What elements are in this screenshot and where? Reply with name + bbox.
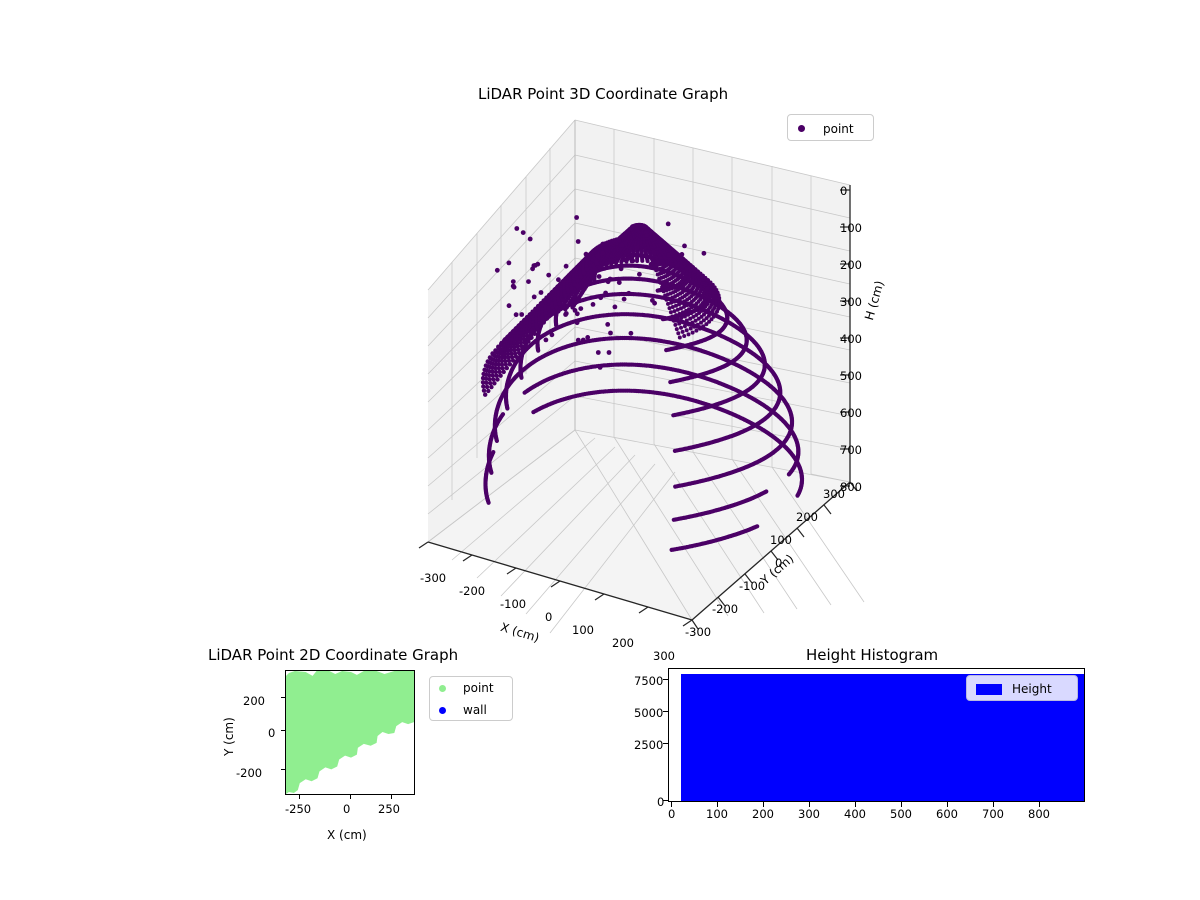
plot3d-ytick-100: 100 <box>770 533 792 547</box>
histogram-xtick-200: 200 <box>752 807 774 821</box>
legend-item-height: Height <box>967 676 1077 702</box>
histogram-xtickmark-800 <box>1039 802 1041 807</box>
plot2d-title: LiDAR Point 2D Coordinate Graph <box>208 646 459 664</box>
plot3d-ztick-200: 200 <box>840 258 862 272</box>
plot3d-xtick-200: 200 <box>612 636 634 650</box>
histogram-xtickmark-700 <box>993 802 995 807</box>
plot2d-xtick-0: 0 <box>343 802 351 816</box>
histogram-xtickmark-600 <box>947 802 949 807</box>
plot2d-ytickmark-200 <box>281 697 285 699</box>
histogram-ytickmark-2500 <box>663 743 668 745</box>
legend-item-point: point <box>430 677 512 699</box>
plot2d-xtickmark-m250 <box>299 795 301 799</box>
plot3d-axes[interactable] <box>380 110 900 634</box>
legend-item-point: point <box>788 115 873 142</box>
plot2d-point-cloud <box>286 671 414 794</box>
legend-label: point <box>823 121 854 136</box>
plot3d-canvas <box>418 119 865 634</box>
plot2d-xtickmark-0 <box>350 795 352 799</box>
height-patch-icon <box>976 683 1002 695</box>
histogram-xtick-800: 800 <box>1028 807 1050 821</box>
histogram-ytickmark-5000 <box>663 711 668 713</box>
plot3d-ztick-500: 500 <box>840 369 862 383</box>
plot3d-xtick-0: 0 <box>545 610 553 624</box>
histogram-xtickmark-500 <box>901 802 903 807</box>
plot3d-xtick-m300: -300 <box>420 571 447 585</box>
histogram-ytickmark-7500 <box>663 679 668 681</box>
plot2d-ytick-m200: -200 <box>236 766 263 780</box>
histogram-title: Height Histogram <box>806 646 939 664</box>
plot2d-xtick-m250: -250 <box>285 802 312 816</box>
plot2d-ylabel: Y (cm) <box>222 717 236 756</box>
histogram-xtickmark-200 <box>763 802 765 807</box>
point-marker-icon <box>439 684 446 692</box>
plot2d-xlabel: X (cm) <box>327 828 367 842</box>
plot3d-xtick-m200: -200 <box>459 584 486 598</box>
plot3d-ztick-800: 800 <box>840 480 862 494</box>
plot3d-ytick-300: 300 <box>823 487 845 501</box>
plot3d-ztick-700: 700 <box>840 443 862 457</box>
histogram-xtick-700: 700 <box>982 807 1004 821</box>
histogram-ytick-7500: 7500 <box>634 674 664 688</box>
plot3d-ytick-0: 0 <box>775 556 783 570</box>
legend-label: point <box>463 681 494 695</box>
histogram-xtick-600: 600 <box>936 807 958 821</box>
plot3d-xtick-300: 300 <box>653 649 675 663</box>
plot2d-ytickmark-m200 <box>281 769 285 771</box>
histogram-xtickmark-400 <box>855 802 857 807</box>
plot2d-ytick-0: 0 <box>268 726 276 740</box>
plot3d-ztick-600: 600 <box>840 406 862 420</box>
histogram-xtickmark-100 <box>717 802 719 807</box>
point-marker-icon <box>798 125 805 132</box>
plot3d-ytick-200: 200 <box>796 510 818 524</box>
plot3d-ytick-m300: -300 <box>685 625 712 639</box>
histogram-ytickmark-0 <box>663 800 668 802</box>
histogram-xtick-100: 100 <box>706 807 728 821</box>
histogram-xtick-0: 0 <box>668 807 676 821</box>
plot3d-ztick-100: 100 <box>840 221 862 235</box>
plot3d-ytick-m200: -200 <box>712 602 739 616</box>
plot3d-title: LiDAR Point 3D Coordinate Graph <box>478 85 729 103</box>
histogram-ytick-5000: 5000 <box>634 706 664 720</box>
legend-label: Height <box>1012 682 1052 696</box>
plot3d-ztick-300: 300 <box>840 295 862 309</box>
plot2d-ytick-200: 200 <box>243 694 265 708</box>
plot3d-legend[interactable]: point <box>787 114 874 141</box>
histogram-xtick-500: 500 <box>890 807 912 821</box>
plot3d-xtick-m100: -100 <box>500 597 527 611</box>
histogram-legend[interactable]: Height <box>966 675 1078 701</box>
plot3d-ztick-0: 0 <box>840 184 848 198</box>
plot3d-ztick-400: 400 <box>840 332 862 346</box>
histogram-ytick-0: 0 <box>657 795 665 809</box>
plot2d-legend[interactable]: point wall <box>429 676 513 721</box>
legend-item-wall: wall <box>430 699 512 721</box>
wall-marker-icon <box>439 706 446 714</box>
plot3d-ytick-m100: -100 <box>739 579 766 593</box>
legend-label: wall <box>463 703 487 717</box>
histogram-xtickmark-0 <box>671 802 673 807</box>
histogram-xtick-300: 300 <box>798 807 820 821</box>
histogram-xtickmark-300 <box>809 802 811 807</box>
plot3d-xtick-100: 100 <box>572 623 594 637</box>
histogram-ytick-2500: 2500 <box>634 738 664 752</box>
plot2d-xtickmark-250 <box>391 795 393 799</box>
plot2d-axes[interactable] <box>285 670 415 795</box>
plot2d-xtick-250: 250 <box>378 802 400 816</box>
plot2d-ytickmark-0 <box>281 730 285 732</box>
histogram-xtick-400: 400 <box>844 807 866 821</box>
